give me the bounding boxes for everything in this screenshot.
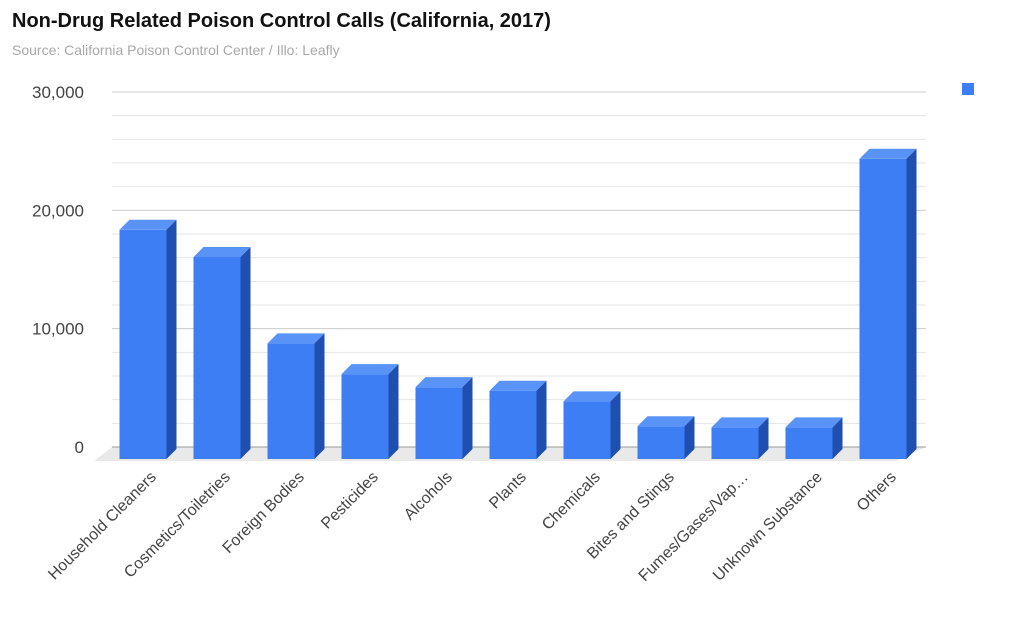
chart-title: Non-Drug Related Poison Control Calls (C… — [12, 10, 551, 32]
bar-side — [388, 364, 399, 459]
x-tick-label: Plants — [486, 469, 529, 512]
y-tick-label: 0 — [75, 438, 84, 457]
bar-side — [832, 417, 843, 459]
bar-top — [489, 380, 547, 391]
y-tick-label: 30,000 — [32, 83, 84, 102]
bar-top — [637, 416, 695, 427]
bar — [637, 426, 685, 459]
bar — [859, 158, 907, 460]
bar — [489, 390, 537, 459]
bar — [193, 257, 241, 459]
bar-top — [415, 377, 473, 388]
x-tick-label: Alcohols — [401, 469, 456, 524]
bar-side — [906, 148, 917, 460]
bar-top — [193, 247, 251, 258]
bar-top — [341, 364, 399, 375]
y-tick-label: 20,000 — [32, 201, 84, 220]
chart-subtitle: Source: California Poison Control Center… — [12, 42, 340, 58]
bar-top — [711, 417, 769, 428]
x-tick-label: Others — [854, 469, 900, 515]
bar — [785, 427, 833, 459]
bar-side — [240, 247, 251, 459]
x-tick-label: Foreign Bodies — [220, 469, 308, 557]
bar — [711, 427, 759, 459]
bar-side — [462, 377, 473, 459]
bar-top — [267, 333, 325, 344]
bar-top — [785, 417, 843, 428]
bar-side — [536, 380, 547, 459]
bar-side — [758, 417, 769, 459]
bar — [341, 374, 389, 459]
y-tick-label: 10,000 — [32, 320, 84, 339]
bar — [119, 229, 167, 459]
bar-side — [610, 391, 621, 459]
x-tick-label: Chemicals — [539, 469, 604, 534]
bar-side — [314, 333, 325, 459]
legend-swatch — [962, 83, 974, 95]
bar-side — [684, 416, 695, 459]
bar-top — [119, 219, 177, 230]
bar-top — [859, 148, 917, 159]
x-tick-label: Pesticides — [318, 469, 382, 533]
bar — [563, 401, 611, 459]
bar — [267, 343, 315, 459]
bar — [415, 387, 463, 459]
bar-top — [563, 391, 621, 402]
bar-side — [166, 219, 177, 459]
